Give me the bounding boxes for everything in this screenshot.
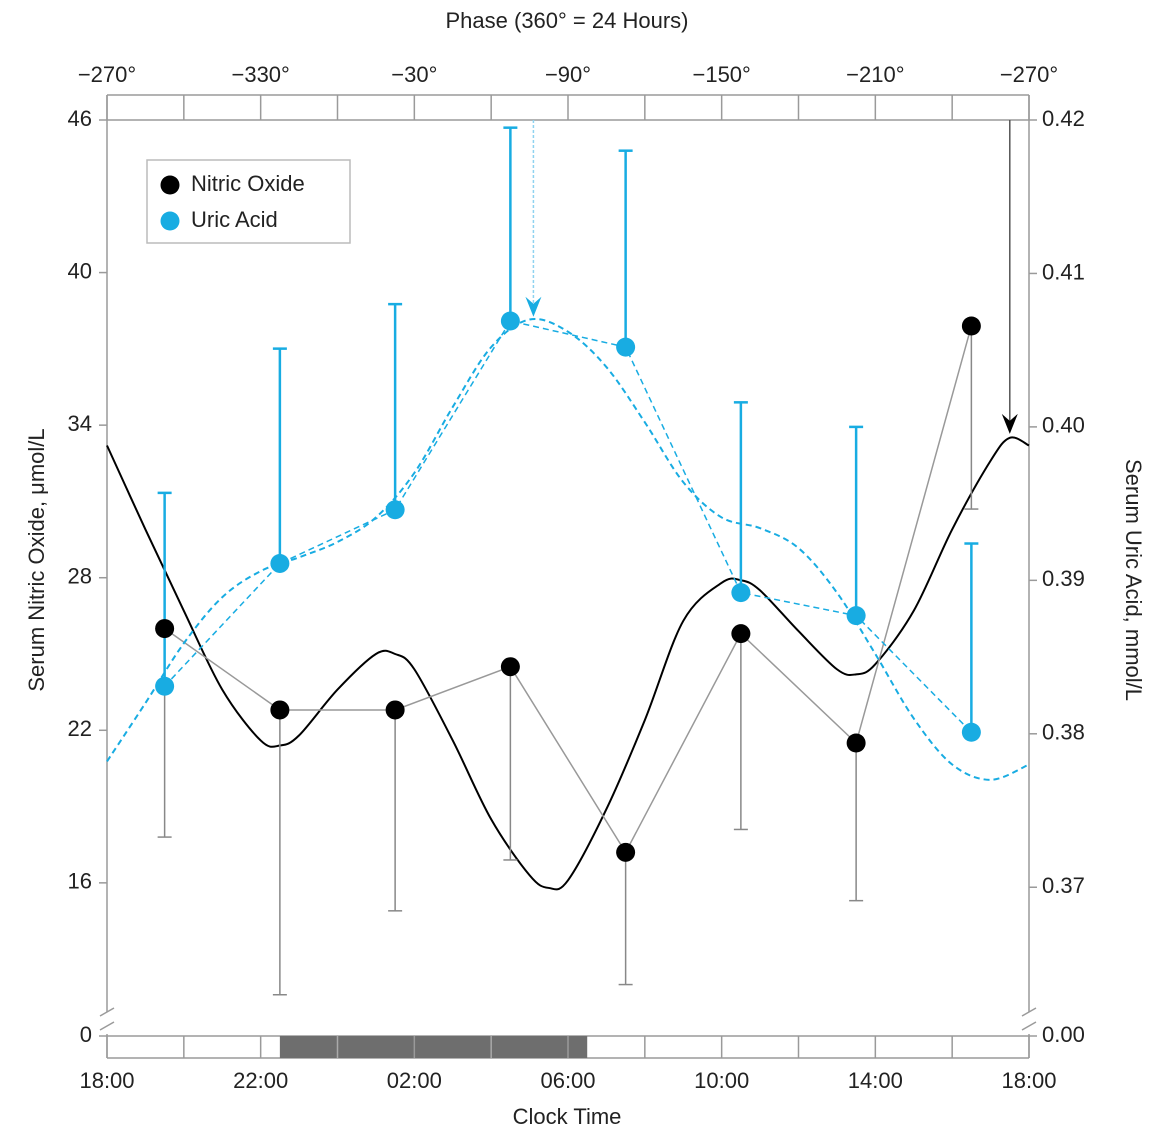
acrophase-arrowhead <box>525 296 542 317</box>
legend-label: Nitric Oxide <box>191 171 305 196</box>
x-tick-label: 18:00 <box>79 1068 134 1093</box>
x-axis-title: Clock Time <box>513 1104 622 1129</box>
legend-box <box>146 159 351 244</box>
y2-tick-label: 0.37 <box>1042 873 1085 898</box>
connect-line <box>164 325 973 854</box>
x-tick-label: 22:00 <box>233 1068 288 1093</box>
data-point <box>961 722 981 742</box>
y2-tick-label: 0.40 <box>1042 413 1085 438</box>
x2-tick-label: −210° <box>846 62 904 87</box>
data-point <box>731 583 751 603</box>
y2-tick-label: 0.00 <box>1042 1022 1085 1047</box>
data-point <box>155 676 175 696</box>
y2-tick-label: 0.38 <box>1042 720 1085 745</box>
y-tick-label: 34 <box>68 411 92 436</box>
data-point <box>846 606 866 626</box>
y-tick-label: 46 <box>68 106 92 131</box>
y-tick-label: 28 <box>68 564 92 589</box>
y2-tick-label: 0.39 <box>1042 566 1085 591</box>
data-point <box>616 337 636 357</box>
legend-marker <box>160 211 180 231</box>
data-point <box>155 619 175 639</box>
y-tick-label: 22 <box>68 716 92 741</box>
fit-curve <box>106 436 1030 891</box>
x2-tick-label: −270° <box>78 62 136 87</box>
data-point <box>385 700 405 720</box>
data-point <box>500 311 520 331</box>
x-tick-label: 02:00 <box>387 1068 442 1093</box>
y-tick-label: 0 <box>80 1022 92 1047</box>
data-point <box>385 500 405 520</box>
x2-tick-label: −150° <box>692 62 750 87</box>
y-tick-label: 40 <box>68 258 92 283</box>
y2-tick-label: 0.41 <box>1042 259 1085 284</box>
x-tick-label: 06:00 <box>540 1068 595 1093</box>
x2-tick-label: −270° <box>1000 62 1058 87</box>
connect-line <box>164 320 972 733</box>
legend-marker <box>160 175 180 195</box>
legend: Nitric Oxide Uric Acid <box>146 159 351 244</box>
x2-tick-label: −30° <box>391 62 437 87</box>
top-axis-title: Phase (360° = 24 Hours) <box>446 8 689 33</box>
x-tick-label: 14:00 <box>848 1068 903 1093</box>
y2-tick-label: 0.42 <box>1042 106 1085 131</box>
data-point <box>846 733 866 753</box>
data-point <box>731 624 751 644</box>
y-tick-label: 16 <box>68 869 92 894</box>
acrophase-arrowhead <box>1001 413 1018 434</box>
x-tick-label: 10:00 <box>694 1068 749 1093</box>
x2-tick-label: −330° <box>231 62 289 87</box>
x-tick-label: 18:00 <box>1001 1068 1056 1093</box>
dark-period <box>279 1036 588 1058</box>
data-point <box>500 657 520 677</box>
data-point <box>616 842 636 862</box>
y2-axis-title: Serum Uric Acid, mmol/L <box>1121 459 1146 701</box>
x2-tick-label: −90° <box>545 62 591 87</box>
data-point <box>270 700 290 720</box>
data-point <box>961 316 981 336</box>
data-point <box>270 553 290 573</box>
legend-label: Uric Acid <box>191 207 278 232</box>
y-axis-title: Serum Nitric Oxide, μmol/L <box>24 428 49 691</box>
fit-curve <box>106 317 1030 781</box>
